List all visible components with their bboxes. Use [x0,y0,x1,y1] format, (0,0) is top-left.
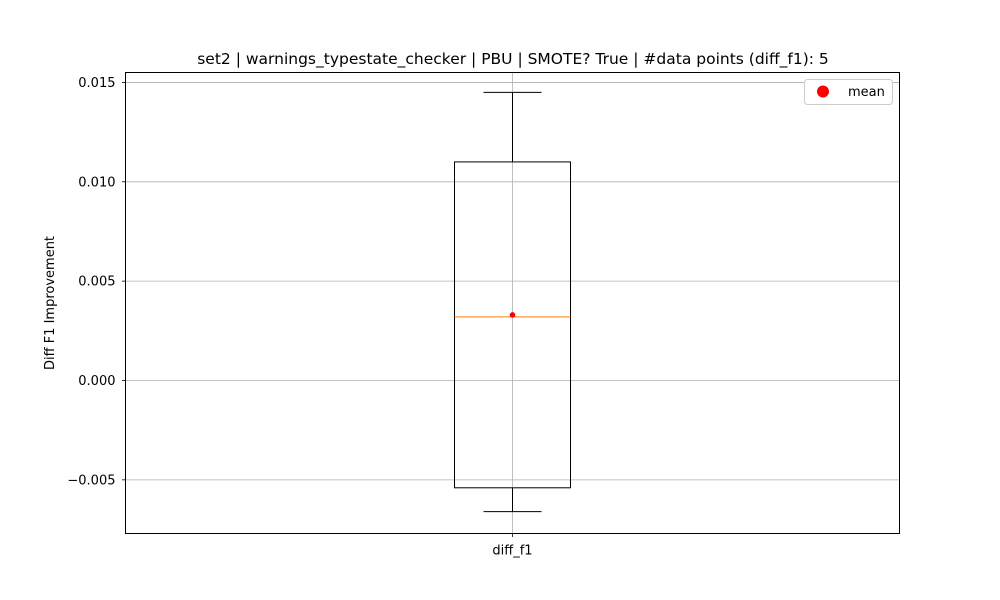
y-tick-label: −0.005 [67,473,115,488]
legend-mean-label: mean [848,85,885,100]
y-tick-label: 0.005 [78,275,115,290]
y-tick-label: 0.015 [78,76,115,91]
legend-mean-marker [817,85,829,98]
y-tick-label: 0.000 [78,374,115,389]
legend-frame [804,79,893,105]
legend: mean [804,79,893,105]
grid-lines [125,72,900,534]
box-iqr [454,161,571,489]
y-tick-label: 0.010 [78,175,115,190]
plot-marks [454,91,571,513]
y-axis-label: Diff F1 Improvement [43,236,58,370]
x-tick-label: diff_f1 [492,544,532,559]
axis-ticks: −0.005 0.000 0.005 0.010 0.015 diff_f1 [67,76,532,559]
mean-marker [509,312,516,318]
chart-title: set2 | warnings_typestate_checker | PBU … [197,50,829,69]
